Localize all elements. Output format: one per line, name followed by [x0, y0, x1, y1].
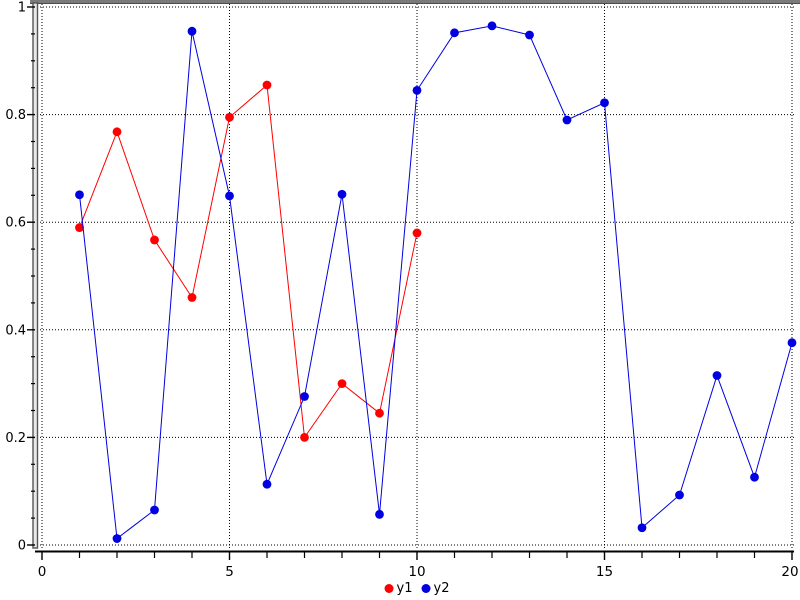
data-point-marker — [375, 509, 384, 519]
data-point-marker — [300, 433, 309, 442]
data-point-marker — [787, 338, 797, 348]
data-point-marker — [337, 189, 347, 199]
data-point-marker — [75, 223, 84, 232]
y-tick-label: 1 — [18, 1, 26, 16]
axes-frame — [30, 0, 800, 549]
data-point-marker — [525, 30, 534, 40]
legend-label-y2: y2 — [433, 581, 450, 596]
data-point-marker — [412, 85, 422, 95]
legend-marker-y2 — [421, 584, 431, 593]
data-point-marker — [487, 21, 497, 31]
y-tick-label: 0.8 — [5, 108, 26, 123]
series-y2 — [75, 21, 797, 543]
data-point-marker — [562, 115, 572, 125]
legend-label-y1: y1 — [396, 581, 413, 596]
data-point-marker — [150, 235, 159, 245]
data-point-marker — [675, 490, 684, 500]
x-tick-label: 5 — [225, 564, 234, 580]
legend-marker-y1 — [384, 584, 394, 593]
data-point-marker — [225, 191, 234, 201]
data-point-marker — [187, 293, 197, 302]
data-point-marker — [750, 472, 759, 482]
data-point-marker — [262, 479, 272, 489]
x-axis: 0 5 10 15 20 — [35, 550, 799, 580]
data-point-marker — [600, 98, 609, 108]
data-point-marker — [187, 26, 197, 36]
data-point-marker — [300, 392, 309, 401]
legend-item-y1: y1 — [384, 581, 413, 596]
data-point-marker — [112, 534, 122, 543]
data-point-marker — [150, 505, 159, 515]
data-point-marker — [412, 228, 422, 238]
x-tick-label: 0 — [38, 564, 47, 580]
series-y1 — [75, 80, 422, 442]
data-point-marker — [262, 80, 272, 90]
data-point-marker — [450, 28, 459, 38]
y-tick-label: 0.6 — [5, 216, 26, 231]
x-tick-label: 10 — [408, 564, 425, 580]
data-point-marker — [375, 408, 384, 418]
data-point-marker — [712, 371, 722, 380]
grid-layer — [40, 4, 796, 548]
x-tick-label: 15 — [596, 564, 613, 580]
legend-item-y2: y2 — [421, 581, 450, 596]
y-tick-label: 0.4 — [5, 323, 26, 338]
data-point-marker — [112, 127, 122, 137]
x-tick-label: 20 — [781, 564, 798, 580]
y-tick-label: 0.2 — [5, 431, 26, 446]
data-point-marker — [225, 112, 234, 122]
y-axis: 0 0.2 0.4 0.6 0.8 1 — [5, 1, 35, 554]
data-point-marker — [337, 379, 347, 388]
data-point-marker — [637, 523, 647, 533]
chart-legend: y1 y2 — [384, 581, 450, 596]
data-point-marker — [75, 190, 84, 200]
y-tick-label: 0 — [18, 539, 26, 554]
